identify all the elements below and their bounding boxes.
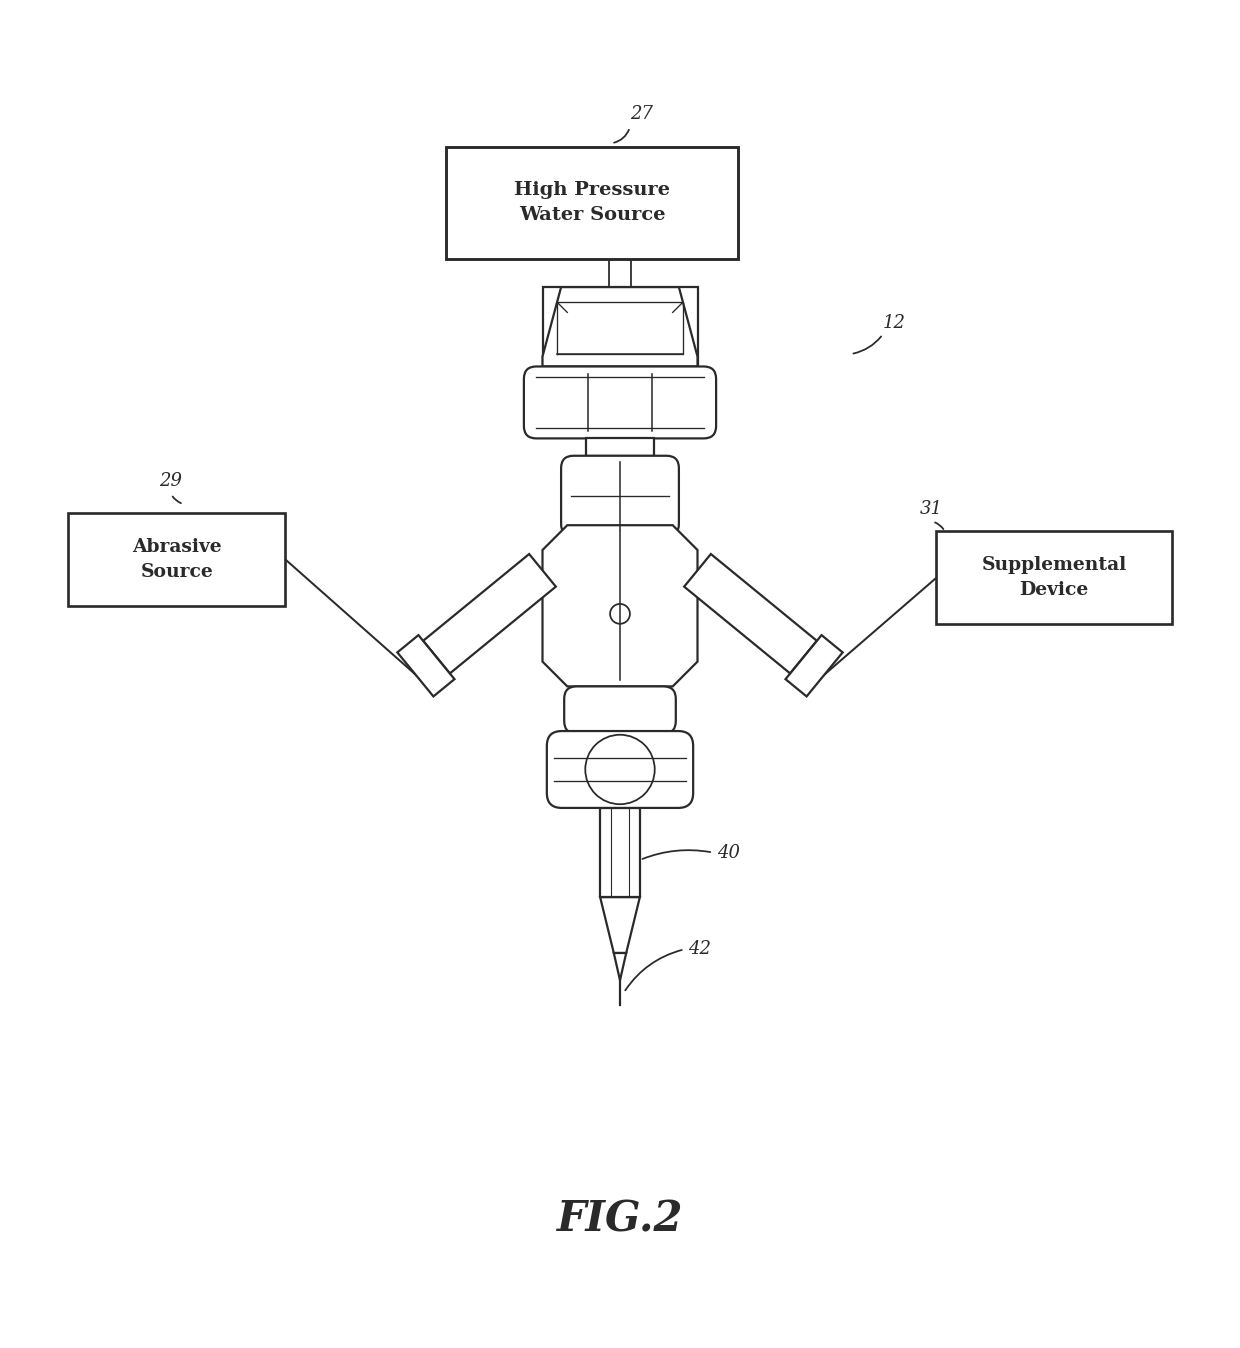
Text: Abrasive
Source: Abrasive Source	[131, 538, 222, 581]
Text: 29: 29	[159, 473, 182, 491]
FancyBboxPatch shape	[547, 731, 693, 807]
Polygon shape	[543, 287, 697, 367]
Bar	[585, 438, 655, 456]
Polygon shape	[543, 526, 697, 686]
Text: FIG.2: FIG.2	[557, 1198, 683, 1240]
FancyBboxPatch shape	[523, 367, 717, 438]
Text: 42: 42	[688, 941, 712, 958]
Bar	[68, 512, 285, 605]
Text: 31: 31	[920, 500, 944, 518]
FancyBboxPatch shape	[560, 456, 680, 537]
Polygon shape	[600, 807, 640, 898]
Text: 27: 27	[630, 105, 653, 124]
Polygon shape	[423, 554, 556, 674]
Text: 12: 12	[883, 314, 906, 332]
Bar	[446, 147, 738, 259]
Polygon shape	[600, 898, 640, 953]
Polygon shape	[684, 554, 817, 674]
Bar	[936, 531, 1172, 624]
Polygon shape	[785, 635, 843, 697]
Polygon shape	[543, 287, 697, 367]
Text: 40: 40	[717, 844, 740, 861]
FancyBboxPatch shape	[564, 686, 676, 733]
Polygon shape	[397, 635, 455, 697]
Text: Supplemental
Device: Supplemental Device	[981, 557, 1127, 600]
Polygon shape	[614, 953, 626, 980]
Text: High Pressure
Water Source: High Pressure Water Source	[515, 181, 670, 224]
